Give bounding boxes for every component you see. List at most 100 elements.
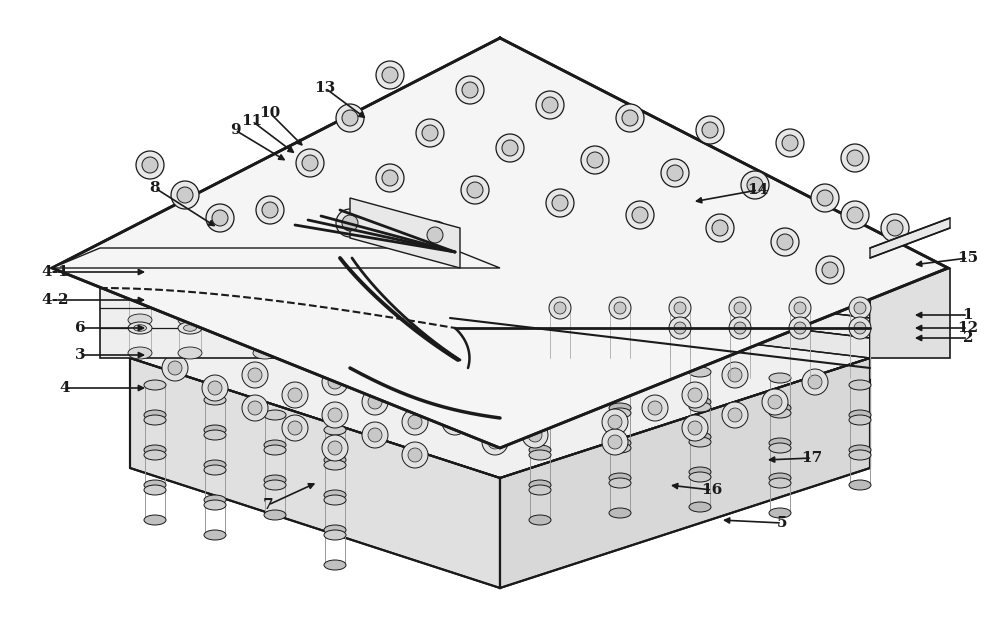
Ellipse shape: [669, 297, 691, 319]
Ellipse shape: [482, 355, 508, 381]
Ellipse shape: [602, 375, 628, 401]
Ellipse shape: [689, 472, 711, 482]
Ellipse shape: [811, 184, 839, 212]
Ellipse shape: [328, 441, 342, 455]
Ellipse shape: [642, 355, 668, 381]
Ellipse shape: [689, 437, 711, 447]
Ellipse shape: [421, 221, 449, 249]
Ellipse shape: [308, 325, 322, 331]
Polygon shape: [450, 268, 870, 338]
Ellipse shape: [776, 129, 804, 157]
Ellipse shape: [616, 104, 644, 132]
Ellipse shape: [303, 322, 327, 334]
Ellipse shape: [689, 467, 711, 477]
Ellipse shape: [368, 428, 382, 442]
Ellipse shape: [142, 157, 158, 173]
Ellipse shape: [324, 495, 346, 505]
Text: 4: 4: [60, 381, 70, 395]
Ellipse shape: [144, 415, 166, 425]
Ellipse shape: [128, 314, 152, 326]
Ellipse shape: [204, 425, 226, 435]
Ellipse shape: [442, 375, 468, 401]
Ellipse shape: [674, 322, 686, 334]
Ellipse shape: [747, 177, 763, 193]
Ellipse shape: [622, 110, 638, 126]
Ellipse shape: [546, 189, 574, 217]
Ellipse shape: [178, 347, 202, 359]
Ellipse shape: [282, 382, 308, 408]
Ellipse shape: [422, 125, 438, 141]
Ellipse shape: [448, 415, 462, 429]
Ellipse shape: [402, 442, 428, 468]
Ellipse shape: [128, 347, 152, 359]
Ellipse shape: [308, 259, 322, 265]
Ellipse shape: [881, 214, 909, 242]
Ellipse shape: [847, 207, 863, 223]
Ellipse shape: [729, 317, 751, 339]
Ellipse shape: [324, 525, 346, 535]
Ellipse shape: [184, 292, 196, 298]
Ellipse shape: [642, 395, 668, 421]
Ellipse shape: [242, 362, 268, 388]
Ellipse shape: [689, 367, 711, 377]
Ellipse shape: [408, 415, 422, 429]
Ellipse shape: [376, 164, 404, 192]
Ellipse shape: [741, 171, 769, 199]
Text: 7: 7: [263, 498, 273, 512]
Ellipse shape: [308, 292, 322, 298]
Ellipse shape: [303, 281, 327, 293]
Ellipse shape: [253, 314, 277, 326]
Ellipse shape: [689, 402, 711, 412]
Ellipse shape: [178, 314, 202, 326]
Ellipse shape: [144, 515, 166, 525]
Ellipse shape: [609, 438, 631, 448]
Ellipse shape: [162, 355, 188, 381]
Ellipse shape: [529, 410, 551, 420]
Ellipse shape: [462, 82, 478, 98]
Ellipse shape: [178, 256, 202, 268]
Ellipse shape: [342, 215, 358, 231]
Ellipse shape: [702, 122, 718, 138]
Ellipse shape: [789, 317, 811, 339]
Ellipse shape: [669, 317, 691, 339]
Ellipse shape: [322, 435, 348, 461]
Ellipse shape: [849, 450, 871, 460]
Ellipse shape: [204, 430, 226, 440]
Ellipse shape: [734, 322, 746, 334]
Text: 13: 13: [314, 81, 336, 95]
Ellipse shape: [144, 410, 166, 420]
Ellipse shape: [303, 289, 327, 301]
Ellipse shape: [282, 415, 308, 441]
Ellipse shape: [264, 440, 286, 450]
Ellipse shape: [689, 432, 711, 442]
Ellipse shape: [887, 220, 903, 236]
Ellipse shape: [258, 325, 272, 331]
Ellipse shape: [682, 415, 708, 441]
Ellipse shape: [204, 395, 226, 405]
Ellipse shape: [144, 380, 166, 390]
Ellipse shape: [336, 104, 364, 132]
Ellipse shape: [342, 110, 358, 126]
Ellipse shape: [712, 220, 728, 236]
Ellipse shape: [482, 429, 508, 455]
Text: 3: 3: [75, 348, 85, 362]
Ellipse shape: [328, 408, 342, 422]
Ellipse shape: [402, 375, 428, 401]
Ellipse shape: [178, 281, 202, 293]
Ellipse shape: [777, 234, 793, 250]
Ellipse shape: [178, 322, 202, 334]
Ellipse shape: [689, 502, 711, 512]
Ellipse shape: [722, 402, 748, 428]
Ellipse shape: [488, 401, 502, 415]
Ellipse shape: [324, 530, 346, 540]
Ellipse shape: [674, 302, 686, 314]
Ellipse shape: [134, 292, 146, 298]
Ellipse shape: [847, 150, 863, 166]
Ellipse shape: [608, 435, 622, 449]
Text: 4-1: 4-1: [41, 265, 69, 279]
Ellipse shape: [728, 408, 742, 422]
Ellipse shape: [769, 403, 791, 413]
Ellipse shape: [502, 140, 518, 156]
Ellipse shape: [328, 375, 342, 389]
Ellipse shape: [134, 325, 146, 331]
